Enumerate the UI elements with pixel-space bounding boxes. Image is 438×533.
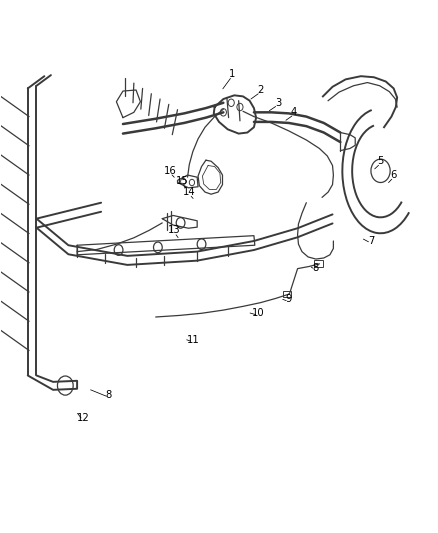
Text: 6: 6 <box>390 170 397 180</box>
Text: 11: 11 <box>187 335 199 345</box>
Text: 4: 4 <box>291 107 297 117</box>
Text: 1: 1 <box>229 69 235 79</box>
Text: 8: 8 <box>312 263 318 272</box>
Text: 10: 10 <box>252 308 265 318</box>
Text: 2: 2 <box>257 85 264 95</box>
Text: 14: 14 <box>183 187 196 197</box>
Bar <box>314 260 323 266</box>
Text: 13: 13 <box>168 225 181 236</box>
Text: 16: 16 <box>164 166 177 176</box>
Text: 15: 15 <box>176 176 188 187</box>
Text: 3: 3 <box>275 98 281 108</box>
Text: 12: 12 <box>76 413 89 423</box>
Bar <box>283 291 291 297</box>
Text: 9: 9 <box>286 294 292 304</box>
Text: 5: 5 <box>378 156 384 166</box>
Text: 7: 7 <box>368 236 374 246</box>
Text: 8: 8 <box>106 390 112 400</box>
